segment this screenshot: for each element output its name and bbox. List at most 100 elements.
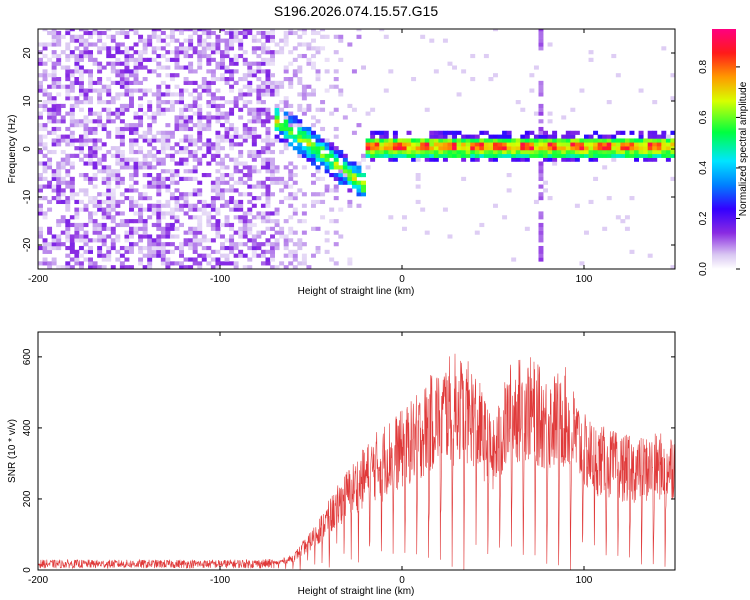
heatmap-cell [129,126,134,132]
heatmap-cell [251,153,257,158]
heatmap-cell [92,80,98,85]
heatmap-cell [201,257,207,262]
heatmap-cell [242,84,248,89]
heatmap-cell [47,111,53,116]
heatmap-cell [119,69,125,74]
heatmap-cell [188,230,194,235]
heatmap-cell [183,103,189,109]
heatmap-cell [110,119,116,124]
heatmap-cell [183,157,189,162]
heatmap-cell [138,257,144,262]
heatmap-cell [251,184,257,189]
heatmap-cell [624,146,630,151]
heatmap-cell [342,169,348,174]
heatmap-cell [365,149,371,155]
heatmap-cell [538,92,544,97]
heatmap-cell [561,134,567,139]
heatmap-cell [179,192,184,197]
heatmap-cell [392,138,398,143]
heatmap-cell [265,46,271,51]
heatmap-cell [133,188,139,193]
heatmap-cell [483,146,489,151]
heatmap-cell [611,138,617,143]
heatmap-cell [138,107,144,112]
heatmap-cell [78,100,84,105]
heatmap-cell [320,34,326,39]
heatmap-cell [201,211,207,216]
heatmap-cell [179,138,184,143]
heatmap-cell [333,153,339,158]
heatmap-cell [270,142,275,147]
heatmap-cell [356,34,362,39]
heatmap-cell [174,65,180,70]
heatmap-cell [265,134,271,139]
heatmap-cell [147,161,153,166]
heatmap-cell [142,134,148,139]
heatmap-cell [42,73,48,78]
heatmap-cell [115,153,121,158]
heatmap-cell [92,111,98,116]
heatmap-cell [188,65,194,70]
heatmap-cell [65,96,71,101]
heatmap-cell [220,176,225,181]
heatmap-cell [311,153,316,158]
heatmap-cell [174,219,180,224]
heatmap-cell [547,138,553,143]
heatmap-cell [160,215,166,220]
heatmap-cell [201,42,207,47]
heatmap-cell [147,245,153,251]
heatmap-cell [51,242,57,247]
heatmap-cell [320,157,326,162]
heatmap-cell [138,165,144,170]
heatmap-cell [260,161,266,166]
heatmap-cell [188,34,194,39]
heatmap-cell [124,107,130,112]
heatmap-cell [115,184,121,189]
heatmap-cell [242,29,248,32]
heatmap-cell [315,169,321,174]
heatmap-cell [210,157,216,162]
heatmap-cell [333,165,339,170]
heatmap-cell [92,265,98,269]
heatmap-cell [142,230,148,235]
heatmap-cell [88,211,93,216]
heatmap-cell [110,207,116,212]
heatmap-cell [69,119,75,124]
heatmap-cell [124,126,130,132]
heatmap-cell [110,245,116,251]
heatmap-cell [210,203,216,208]
heatmap-cell [342,157,348,162]
heatmap-cell [88,96,93,101]
heatmap-cell [415,149,421,155]
heatmap-cell [238,88,244,93]
heatmap-cell [60,84,66,89]
heatmap-cell [242,126,248,132]
heatmap-cell [197,29,203,32]
heatmap-cell [88,73,93,78]
heatmap-cell [301,230,307,235]
heatmap-cell [56,265,62,269]
heatmap-cell [529,146,535,151]
heatmap-cell [597,134,603,139]
heatmap-cell [169,73,175,78]
heatmap-cell [65,111,71,116]
heatmap-cell [665,153,671,158]
heatmap-cell [543,180,548,185]
heatmap-cell [215,119,221,124]
heatmap-cell [147,142,153,147]
heatmap-cell [424,153,430,158]
heatmap-cell [611,153,617,158]
heatmap-cell [56,138,62,143]
heatmap-cell [283,103,289,109]
heatmap-cell [502,146,508,151]
heatmap-cell [101,253,107,258]
heatmap-cell [629,130,635,135]
heatmap-cell [283,126,289,132]
heatmap-cell [97,238,103,243]
heatmap-cell [78,226,84,231]
heatmap-cell [247,65,253,70]
heatmap-cell [292,138,298,143]
heatmap-cell [210,196,216,201]
heatmap-cell [83,207,89,212]
heatmap-cell [142,192,148,197]
